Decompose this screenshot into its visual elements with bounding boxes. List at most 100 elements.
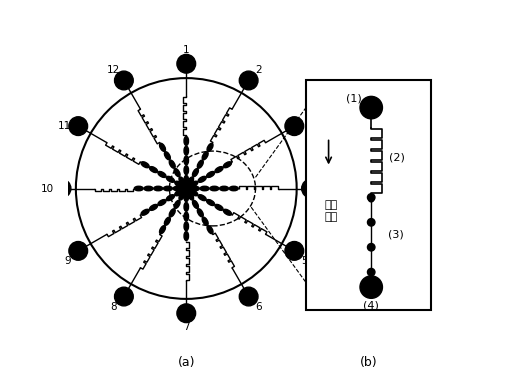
Ellipse shape [210,186,219,191]
Ellipse shape [150,167,157,173]
Ellipse shape [184,136,189,146]
Ellipse shape [223,162,231,168]
Ellipse shape [193,169,198,177]
Ellipse shape [198,176,206,182]
Circle shape [177,54,196,73]
Circle shape [285,117,304,135]
Circle shape [360,97,382,119]
Ellipse shape [197,160,203,168]
Text: (a): (a) [177,356,195,369]
Ellipse shape [193,200,198,208]
Ellipse shape [169,209,175,217]
Text: 6: 6 [256,302,262,311]
Ellipse shape [167,176,174,182]
Ellipse shape [184,166,189,175]
Text: 4: 4 [322,184,329,193]
Ellipse shape [206,172,215,178]
Ellipse shape [184,231,189,241]
Ellipse shape [200,186,209,191]
Ellipse shape [159,225,166,234]
Text: (4): (4) [363,300,379,310]
Ellipse shape [197,209,203,217]
Ellipse shape [184,202,189,211]
Ellipse shape [175,181,183,187]
Ellipse shape [206,199,215,205]
Ellipse shape [207,143,213,152]
Ellipse shape [184,222,189,231]
Circle shape [114,71,133,90]
Ellipse shape [158,199,166,205]
Circle shape [367,219,375,226]
Ellipse shape [159,143,166,152]
Ellipse shape [141,162,149,168]
Ellipse shape [173,186,182,191]
Ellipse shape [229,186,238,191]
Circle shape [114,287,133,306]
Circle shape [239,71,258,90]
Ellipse shape [179,177,185,185]
Ellipse shape [174,169,180,177]
Ellipse shape [215,167,223,173]
Circle shape [285,242,304,260]
Text: 11: 11 [57,121,71,131]
Text: 9: 9 [65,256,72,266]
Ellipse shape [144,186,153,191]
Ellipse shape [190,190,198,196]
Ellipse shape [174,200,180,208]
Ellipse shape [184,193,189,202]
Text: (3): (3) [388,230,403,240]
Ellipse shape [169,160,175,168]
Ellipse shape [167,195,174,201]
Circle shape [360,276,382,298]
Ellipse shape [150,204,157,210]
Ellipse shape [188,177,194,185]
Ellipse shape [134,186,143,191]
Ellipse shape [165,217,170,225]
Ellipse shape [154,186,162,191]
Ellipse shape [165,152,170,160]
Ellipse shape [202,217,208,225]
Ellipse shape [179,192,185,200]
Text: 3: 3 [305,121,312,131]
Circle shape [368,197,374,202]
Ellipse shape [184,212,189,221]
Text: 液流
方向: 液流 方向 [324,200,338,222]
Ellipse shape [215,204,223,210]
Ellipse shape [141,209,149,215]
Ellipse shape [223,209,231,215]
Circle shape [239,287,258,306]
Ellipse shape [207,225,213,234]
Ellipse shape [220,186,228,191]
Ellipse shape [202,152,208,160]
Ellipse shape [164,186,172,191]
Circle shape [301,179,320,198]
Text: (2): (2) [389,152,405,162]
Ellipse shape [184,156,189,165]
Circle shape [179,182,193,195]
Circle shape [69,117,87,135]
Text: 7: 7 [183,322,190,333]
Circle shape [177,304,196,323]
Text: 12: 12 [107,66,121,75]
Circle shape [52,179,71,198]
Text: 5: 5 [301,256,308,266]
Text: 8: 8 [110,302,117,311]
Text: 2: 2 [256,66,262,75]
Ellipse shape [158,172,166,178]
Circle shape [367,194,375,201]
Text: (b): (b) [360,356,378,369]
Text: 1: 1 [183,44,190,55]
Ellipse shape [184,175,189,184]
Ellipse shape [188,192,194,200]
Ellipse shape [175,190,183,196]
Circle shape [367,244,375,251]
Text: (1): (1) [346,93,362,103]
Circle shape [367,268,375,276]
Ellipse shape [198,195,206,201]
Ellipse shape [184,146,189,155]
Ellipse shape [191,186,199,191]
Ellipse shape [190,181,198,187]
Circle shape [69,242,87,260]
Bar [306,80,431,310]
Text: 10: 10 [41,184,54,193]
